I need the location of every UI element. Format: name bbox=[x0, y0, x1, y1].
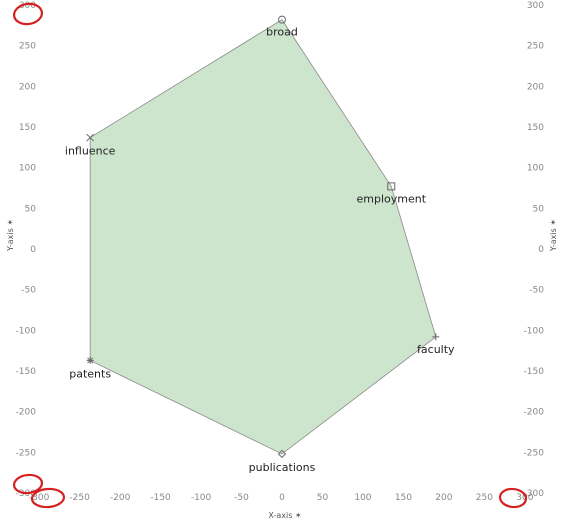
y-tick-label-right: -150 bbox=[524, 367, 545, 377]
x-tick-label: 50 bbox=[317, 493, 329, 503]
y-tick-label-left: -200 bbox=[16, 408, 37, 418]
y-tick-label-left: -50 bbox=[21, 286, 36, 296]
y-tick-label-left: 50 bbox=[25, 204, 37, 214]
y-tick-label-left: 150 bbox=[19, 123, 36, 133]
data-point-influence-marker bbox=[86, 133, 95, 142]
y-tick-label-right: 0 bbox=[538, 245, 544, 255]
y-tick-label-right: -300 bbox=[524, 489, 545, 499]
highlight-left-y-300-bottom bbox=[12, 473, 44, 495]
y-tick-label-right: 50 bbox=[533, 204, 545, 214]
y-tick-label-left: 250 bbox=[19, 42, 36, 52]
data-point-employment-marker bbox=[387, 182, 396, 191]
y-tick-label-right: -50 bbox=[529, 286, 544, 296]
data-area-polygon bbox=[89, 19, 437, 455]
x-tick-label: 100 bbox=[354, 493, 371, 503]
data-point-faculty-label: faculty bbox=[417, 343, 455, 356]
x-tick-label: -100 bbox=[191, 493, 212, 503]
data-point-broad-label: broad bbox=[266, 26, 298, 39]
x-tick-label: 150 bbox=[395, 493, 412, 503]
x-tick-label: -150 bbox=[150, 493, 171, 503]
y-tick-label-right: 100 bbox=[527, 164, 544, 174]
y-tick-label-left: -100 bbox=[16, 326, 37, 336]
y-tick-label-right: -250 bbox=[524, 448, 545, 458]
highlight-left-y-300-top bbox=[12, 2, 44, 26]
y-tick-label-left: -150 bbox=[16, 367, 37, 377]
y-tick-label-left: 100 bbox=[19, 164, 36, 174]
y-tick-label-left: 300 bbox=[19, 1, 36, 11]
y-tick-label-right: -200 bbox=[524, 408, 545, 418]
data-point-employment-label: employment bbox=[357, 192, 427, 205]
y-tick-label-right: 150 bbox=[527, 123, 544, 133]
x-axis-title: X-axis ✶ bbox=[268, 511, 301, 520]
data-point-publications-label: publications bbox=[249, 461, 316, 474]
x-tick-label: -200 bbox=[110, 493, 131, 503]
y-tick-label-left: 0 bbox=[30, 245, 36, 255]
x-tick-label: -300 bbox=[29, 493, 50, 503]
y-axis-title-left: Y-axis ✶ bbox=[6, 219, 15, 252]
y-tick-label-right: 250 bbox=[527, 42, 544, 52]
data-point-broad-marker bbox=[278, 15, 286, 24]
data-point-influence-label: influence bbox=[65, 145, 116, 158]
x-tick-label: 200 bbox=[435, 493, 452, 503]
y-tick-label-right: -100 bbox=[524, 326, 545, 336]
data-point-patents-label: patents bbox=[69, 367, 111, 380]
data-point-publications-marker bbox=[277, 449, 287, 459]
y-tick-label-right: 200 bbox=[527, 82, 544, 92]
x-tick-label: 0 bbox=[279, 493, 285, 503]
y-tick-label-left: 200 bbox=[19, 82, 36, 92]
y-tick-label-left: -250 bbox=[16, 448, 37, 458]
highlight-x-300-left bbox=[30, 487, 66, 509]
highlight-x-300-right bbox=[498, 487, 528, 509]
y-axis-title-right: Y-axis ✶ bbox=[549, 219, 558, 252]
y-tick-label-right: 300 bbox=[527, 1, 544, 11]
x-tick-label: -50 bbox=[234, 493, 249, 503]
x-tick-label: -250 bbox=[69, 493, 90, 503]
data-point-patents-marker bbox=[86, 356, 94, 364]
x-tick-label: 250 bbox=[476, 493, 493, 503]
data-point-faculty-marker bbox=[432, 333, 440, 341]
